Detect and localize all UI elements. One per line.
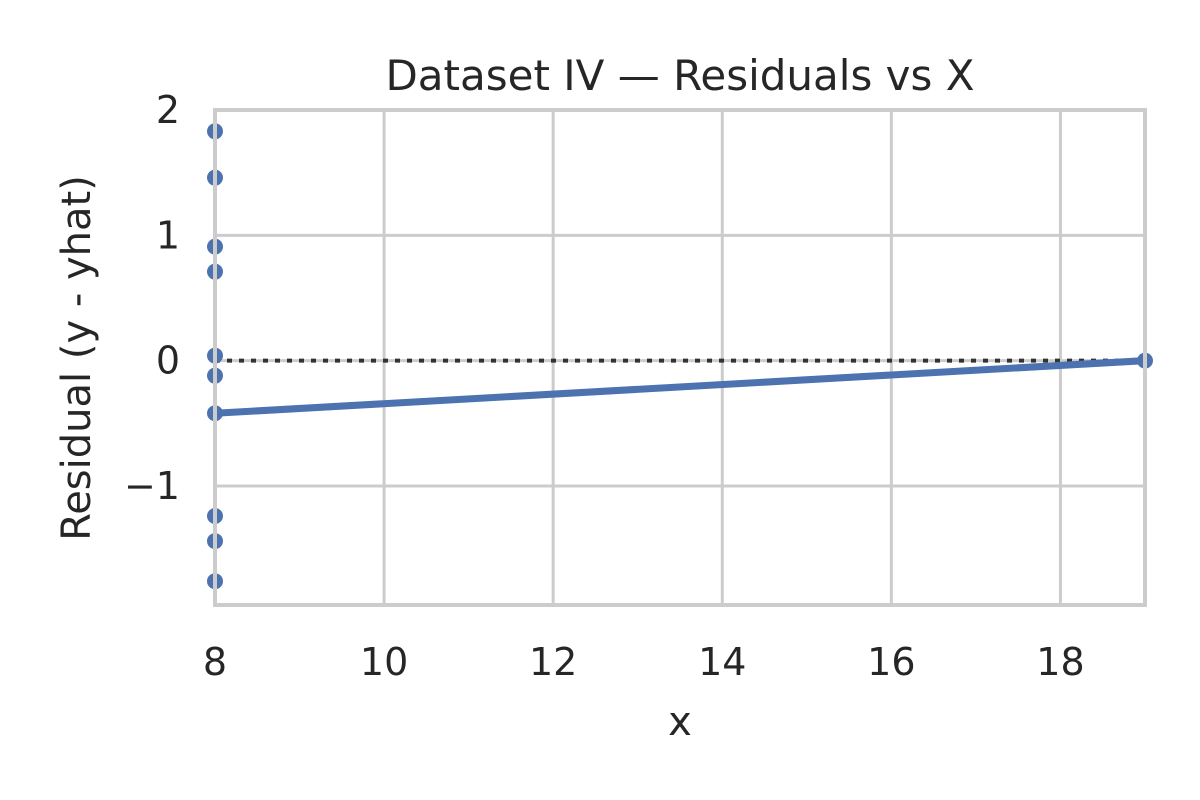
x-tick-label: 12 bbox=[529, 640, 577, 684]
fit-line-layer bbox=[211, 357, 1149, 417]
x-axis-label: x bbox=[668, 699, 692, 745]
plot-frame bbox=[213, 108, 1147, 607]
y-tick-label: 2 bbox=[156, 88, 180, 132]
x-tick-label: 14 bbox=[698, 640, 746, 684]
y-tick-label: 1 bbox=[156, 213, 180, 257]
y-tick-label: −1 bbox=[124, 464, 180, 508]
x-tick-label: 16 bbox=[867, 640, 915, 684]
x-tick-label: 10 bbox=[360, 640, 408, 684]
frame-layer bbox=[213, 108, 1147, 607]
chart-title: Dataset IV — Residuals vs X bbox=[385, 51, 974, 100]
y-axis-label: Residual (y - yhat) bbox=[54, 175, 100, 541]
y-tick-label: 0 bbox=[156, 339, 180, 383]
x-tick-label: 8 bbox=[203, 640, 227, 684]
fit-line bbox=[211, 357, 1149, 417]
x-tick-label: 18 bbox=[1036, 640, 1084, 684]
